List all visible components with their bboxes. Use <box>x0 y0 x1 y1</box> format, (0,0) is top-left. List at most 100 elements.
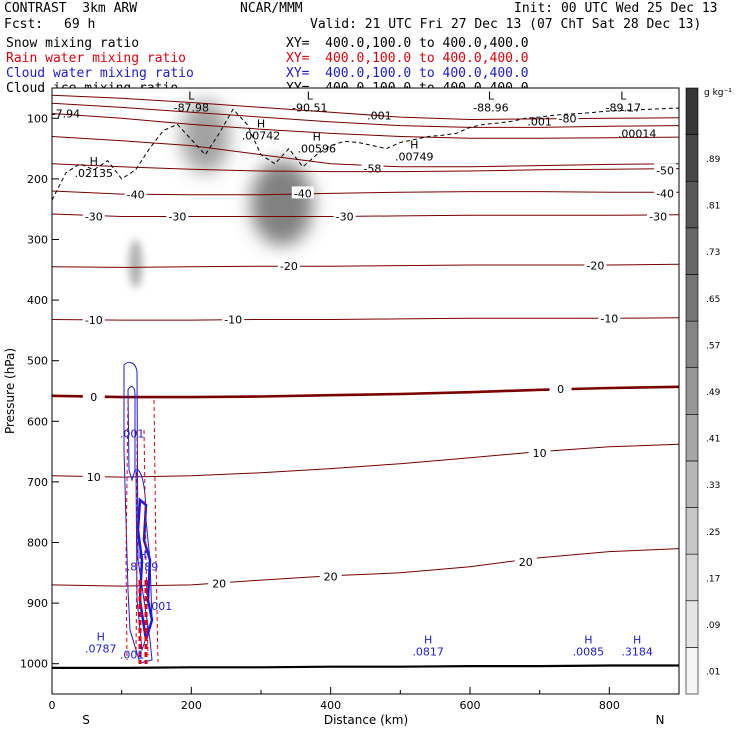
isotherm-label-bg <box>528 445 551 458</box>
y-tick-label-100: 100 <box>27 112 48 125</box>
forecast-label: Fcst: <box>4 17 44 32</box>
south-label: S <box>82 713 90 727</box>
plot-frame <box>51 87 680 695</box>
contour-value-label-0: -7.94 <box>52 107 80 120</box>
colorbar-swatch-7 <box>685 320 699 368</box>
cloud-water-outer-contour <box>123 361 153 664</box>
ice-extremum-letter-1: L <box>307 89 314 102</box>
isotherm-label-20-1: 20 <box>324 570 338 583</box>
rain-water-core-contour <box>138 580 148 664</box>
isotherm-label-bg <box>549 382 572 395</box>
isotherm-label--50-0: -50 <box>656 164 674 177</box>
cloud-water-value-0: .001 <box>120 427 145 440</box>
isotherm--30 <box>52 213 679 217</box>
isotherm-label-bg <box>333 209 356 222</box>
isotherm-label-bg <box>277 259 300 272</box>
ice-extremum-value-1: -90.51 <box>292 101 327 114</box>
colorbar-swatch-12 <box>685 87 699 135</box>
snow-core-0 <box>180 100 230 173</box>
isotherm--70 <box>52 102 679 128</box>
plot-background <box>52 88 679 694</box>
isotherm-label--20-0: -20 <box>280 260 298 273</box>
y-tick-label-400: 400 <box>27 294 48 307</box>
y-tick-label-200: 200 <box>27 173 48 186</box>
x-tick-label-600: 600 <box>460 699 481 712</box>
cloud-water-value-7: .3184 <box>621 646 653 659</box>
isotherm-label-0-0: 0 <box>90 391 97 404</box>
cloud-water-extremum-letter-1: H <box>138 549 146 562</box>
forecast-hour: 69 h <box>64 17 96 32</box>
ice-extremum-value-7: .02135 <box>75 167 114 180</box>
rain-water-inner-contour <box>135 429 149 656</box>
colorbar-label-5: .41 <box>706 435 720 445</box>
colorbar-label-8: .65 <box>706 295 720 305</box>
ice-extremum-value-2: -88.96 <box>473 101 508 114</box>
isotherm-10 <box>52 443 679 478</box>
cloud-water-value-2: .001 <box>148 600 173 613</box>
isotherm-label-bg <box>291 186 314 199</box>
cloud-ice-contour <box>52 107 679 201</box>
colorbar-swatch-11 <box>685 134 699 182</box>
x-tick-label-0: 0 <box>49 699 56 712</box>
ice-extremum-value-3: -89.17 <box>606 101 641 114</box>
cloud-water-extremum-letter-5: H <box>424 634 432 647</box>
colorbar-swatch-0 <box>685 647 699 695</box>
model-title: CONTRAST 3km ARW <box>4 1 138 16</box>
colorbar-swatch-10 <box>685 180 699 229</box>
isotherm-label-bg <box>598 311 621 324</box>
x-tick-label-200: 200 <box>181 699 202 712</box>
isotherm-label-bg <box>82 470 105 483</box>
isotherm-label-bg <box>82 390 105 403</box>
y-tick-label-300: 300 <box>27 234 48 247</box>
contour-value-label-1: .001 <box>367 109 392 122</box>
isotherm-label--10-2: -10 <box>600 312 618 325</box>
colorbar-label-10: .81 <box>706 202 720 212</box>
isotherm-label--58-0: -58 <box>363 163 381 176</box>
cloud-water-extremum-letter-7: H <box>633 634 641 647</box>
colorbar-label-4: .33 <box>706 481 720 491</box>
colorbar-swatch-1 <box>685 600 699 648</box>
ice-extremum-letter-0: L <box>188 89 195 102</box>
ice-extremum-letter-5: H <box>313 131 321 144</box>
x-tick-label-800: 800 <box>599 699 620 712</box>
isotherm--20 <box>52 263 679 268</box>
cloud-water-inner-contour-1 <box>127 386 136 482</box>
colorbar-swatch-2 <box>685 553 699 602</box>
isotherm-label-bg <box>82 209 105 222</box>
isotherm-label-0-1: 0 <box>557 383 564 396</box>
legend-field-xy-cloud-water: XY= 400.0,100.0 to 400.0,400.0 <box>286 66 529 81</box>
isotherm-label--40-0: -40 <box>127 189 145 202</box>
cloud-water-value-5: .0817 <box>412 646 444 659</box>
ice-extremum-letter-2: L <box>488 89 495 102</box>
isotherm-label-bg <box>222 312 245 325</box>
y-axis-label: Pressure (hPa) <box>3 348 17 434</box>
isotherm-label-20-0: 20 <box>212 578 226 591</box>
ice-extremum-letter-4: H <box>257 117 265 130</box>
colorbar-swatch-4 <box>685 460 699 508</box>
isotherm-label-bg <box>654 186 677 199</box>
y-tick-label-800: 800 <box>27 537 48 550</box>
snow-core-2 <box>128 239 143 288</box>
isotherm--60 <box>52 113 679 139</box>
colorbar-label-11: .89 <box>706 155 721 165</box>
ice-extremum-value-6: .00749 <box>395 150 434 163</box>
y-tick-label-700: 700 <box>27 476 48 489</box>
colorbar-swatch-3 <box>685 507 699 555</box>
north-label: N <box>656 713 665 727</box>
isotherm-label-bg <box>82 313 105 326</box>
legend-field-name-snow: Snow mixing ratio <box>6 36 140 51</box>
ice-extremum-value-4: .00742 <box>242 129 281 142</box>
cloud-water-value-6: .0085 <box>573 646 605 659</box>
contour-value-label-2: .001 <box>527 115 552 128</box>
isotherm-label-20-2: 20 <box>519 556 533 569</box>
surface-pressure-line <box>52 664 679 669</box>
cloud-water-extremum-letter-6: H <box>584 634 592 647</box>
isotherm-label-bg <box>654 163 677 176</box>
cloud-water-core-contour <box>136 497 154 641</box>
ice-extremum-value-5: .00596 <box>297 143 336 156</box>
isotherm-label--10-0: -10 <box>85 314 103 327</box>
legend-field-xy-snow: XY= 400.0,100.0 to 400.0,400.0 <box>286 36 529 51</box>
ice-extremum-letter-7: H <box>90 155 98 168</box>
isotherm-0 <box>52 385 679 399</box>
